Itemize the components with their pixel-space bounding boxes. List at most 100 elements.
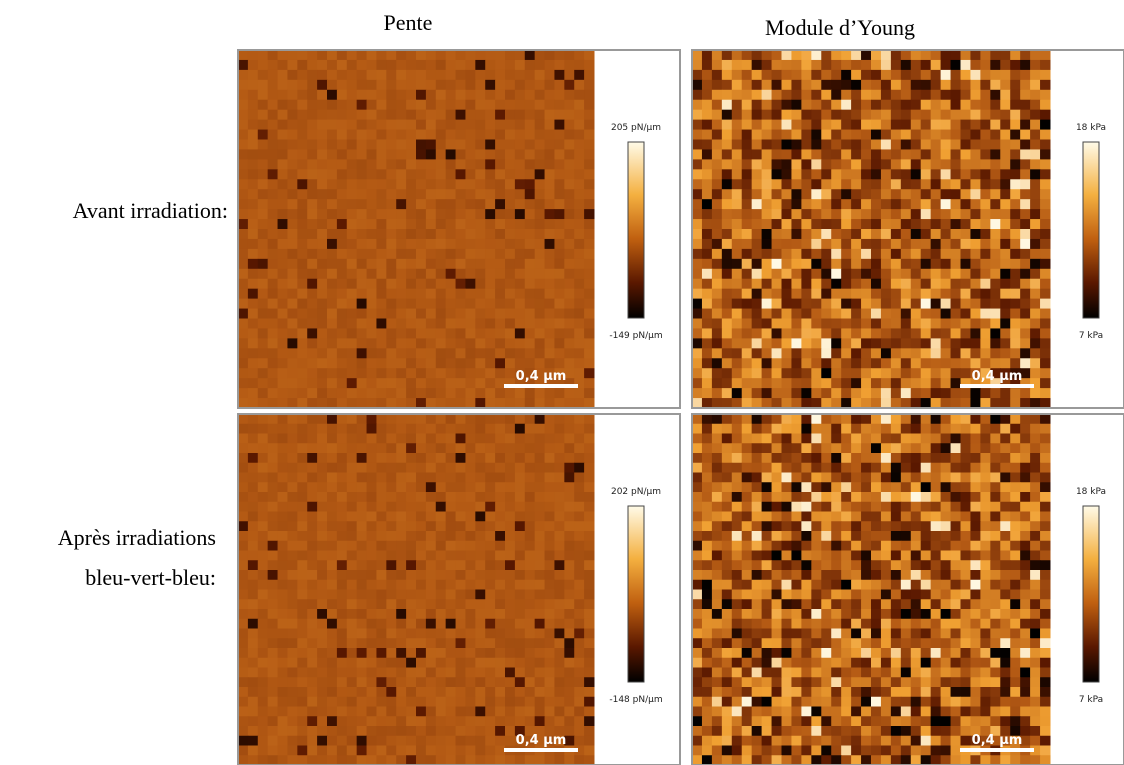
- pixel: [307, 149, 318, 160]
- pixel: [544, 579, 555, 590]
- pixel: [514, 79, 526, 91]
- pixel: [485, 139, 496, 150]
- pixel: [416, 189, 427, 200]
- pixel: [871, 501, 882, 512]
- pixel: [950, 59, 961, 71]
- pixel: [791, 159, 802, 170]
- pixel: [950, 378, 961, 389]
- pixel: [990, 579, 1001, 590]
- pixel: [880, 308, 892, 319]
- pixel: [811, 328, 822, 339]
- pixel: [485, 119, 496, 131]
- pixel: [416, 89, 427, 101]
- pixel: [327, 229, 338, 240]
- pixel: [771, 238, 782, 250]
- pixel: [801, 338, 812, 349]
- pixel: [495, 50, 506, 61]
- pixel: [692, 628, 703, 639]
- pixel: [761, 589, 773, 600]
- pixel: [841, 318, 852, 329]
- pixel: [1030, 433, 1041, 444]
- pixel: [980, 308, 991, 319]
- pixel: [346, 129, 358, 140]
- pixel: [761, 358, 773, 369]
- pixel: [851, 338, 862, 349]
- pixel: [455, 69, 466, 81]
- pixel: [485, 238, 496, 250]
- pixel: [701, 238, 713, 250]
- pixel: [1040, 511, 1051, 522]
- pixel: [761, 248, 773, 260]
- pixel: [327, 423, 338, 434]
- pixel: [455, 540, 466, 551]
- pixel: [277, 570, 288, 581]
- pixel: [297, 501, 308, 512]
- pixel: [445, 268, 457, 280]
- pixel: [761, 453, 773, 464]
- pixel: [544, 521, 555, 532]
- pixel: [524, 735, 536, 746]
- pixel: [574, 540, 585, 551]
- pixel: [970, 521, 981, 532]
- pixel: [317, 219, 328, 230]
- pixel: [574, 482, 585, 493]
- pixel: [821, 462, 832, 473]
- pixel: [317, 388, 328, 399]
- pixel: [960, 338, 971, 349]
- pixel: [692, 550, 703, 561]
- pixel: [277, 638, 288, 649]
- pixel: [1000, 462, 1011, 473]
- pixel: [721, 189, 733, 200]
- pixel: [970, 378, 981, 389]
- pixel: [257, 50, 269, 61]
- pixel: [711, 628, 723, 639]
- pixel: [356, 149, 368, 160]
- pixel: [721, 648, 733, 659]
- pixel: [831, 599, 842, 610]
- pixel: [960, 59, 971, 71]
- pixel: [277, 388, 288, 399]
- pixel: [781, 358, 792, 369]
- pixel: [465, 414, 476, 425]
- pixel: [1020, 648, 1031, 659]
- pixel: [1000, 531, 1011, 542]
- pixel: [950, 169, 961, 180]
- pixel: [910, 599, 922, 610]
- pixel: [396, 706, 407, 717]
- pixel: [940, 50, 952, 61]
- pixel: [505, 492, 516, 503]
- pixel: [495, 278, 506, 290]
- pixel: [445, 169, 457, 180]
- pixel: [485, 89, 496, 101]
- pixel: [940, 169, 952, 180]
- pixel: [821, 628, 832, 639]
- pixel: [327, 677, 338, 688]
- pixel: [455, 482, 466, 493]
- pixel: [950, 609, 961, 620]
- pixel: [940, 398, 952, 409]
- pixel: [376, 589, 387, 600]
- pixel: [366, 667, 377, 678]
- pixel: [505, 368, 516, 379]
- pixel: [1020, 511, 1031, 522]
- pixel: [711, 501, 723, 512]
- pixel: [238, 696, 249, 707]
- pixel: [238, 560, 249, 571]
- pixel: [366, 609, 377, 620]
- pixel: [495, 511, 506, 522]
- pixel: [564, 531, 575, 542]
- pixel: [396, 423, 407, 434]
- pixel: [465, 358, 476, 369]
- pixel: [356, 638, 368, 649]
- pixel: [416, 755, 427, 765]
- pixel: [721, 398, 733, 409]
- pixel: [890, 69, 902, 81]
- pixel: [841, 579, 852, 590]
- pixel: [880, 443, 892, 454]
- pixel: [890, 423, 902, 434]
- pixel: [831, 358, 842, 369]
- colorbar: [627, 141, 645, 319]
- pixel: [930, 687, 942, 698]
- pixel: [940, 540, 952, 551]
- pixel: [336, 159, 348, 170]
